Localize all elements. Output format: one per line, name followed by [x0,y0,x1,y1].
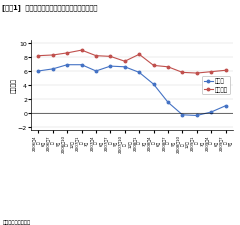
製造業 [138,72,141,74]
Line: 非製造業: 非製造業 [37,50,227,75]
製造業 [123,66,126,69]
Line: 製造業: 製造業 [37,64,227,117]
非製造業 [210,71,213,74]
非製造業 [224,70,227,72]
非製造業 [138,54,141,56]
非製造業 [80,50,83,52]
非製造業 [167,66,169,69]
非製造業 [181,72,184,74]
製造業 [80,64,83,67]
製造業 [210,111,213,114]
非製造業 [109,56,112,58]
非製造業 [95,55,97,58]
製造業 [37,70,40,73]
製造業 [95,70,97,73]
製造業 [51,68,54,71]
製造業 [109,65,112,68]
製造業 [224,105,227,108]
Text: [図表1]  日本の製造業と非製造業の利益額の推移: [図表1] 日本の製造業と非製造業の利益額の推移 [2,4,98,11]
非製造業 [37,55,40,58]
製造業 [181,114,184,117]
Y-axis label: （兆円）: （兆円） [11,78,16,93]
非製造業 [66,52,69,55]
非製造業 [195,72,198,75]
非製造業 [152,65,155,68]
Legend: 製造業, 非製造業: 製造業, 非製造業 [202,76,230,95]
非製造業 [123,61,126,63]
製造業 [167,101,169,104]
非製造業 [51,54,54,57]
Text: 資料：法人企業統計: 資料：法人企業統計 [2,219,30,224]
製造業 [66,64,69,67]
製造業 [195,115,198,117]
製造業 [152,83,155,86]
